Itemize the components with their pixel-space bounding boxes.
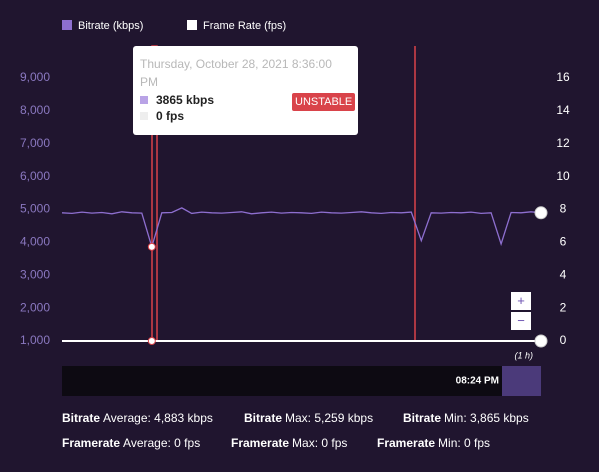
stat-label: Framerate [377,436,436,450]
stat: Bitrate Max: 5,259 kbps [244,411,373,425]
stat: Framerate Max: 0 fps [231,436,347,450]
zoom-out[interactable]: − [511,312,531,330]
stat: Bitrate Average: 4,883 kbps [62,411,213,425]
legend-swatch [62,20,72,30]
stat-label: Bitrate [244,411,283,425]
stat-value: Max: 5,259 kbps [285,411,374,425]
legend-label[interactable]: Bitrate (kbps) [78,20,143,32]
y2-tick-label: 10 [556,169,570,183]
stat: Bitrate Min: 3,865 kbps [403,411,529,425]
tooltip: Thursday, October 28, 2021 8:36:00 PM 38… [133,46,358,135]
stat-label: Framerate [231,436,290,450]
tooltip-item: 3865 kbps [156,93,215,107]
y-tick-label: 2,000 [20,300,50,314]
y2-tick-label: 0 [560,333,567,347]
y-tick-label: 3,000 [20,267,50,281]
legend-label[interactable]: Frame Rate (fps) [203,20,286,32]
y-tick-label: 4,000 [20,235,50,249]
y-tick-label: 7,000 [20,136,50,150]
status-badge: UNSTABLE [292,93,356,111]
y2-tick-label: 12 [556,136,570,150]
navigator-selection[interactable] [502,366,541,396]
stat-label: Bitrate [403,411,442,425]
y2-tick-label: 6 [560,235,567,249]
end-marker [534,334,548,348]
y-tick-label: 8,000 [20,103,50,117]
end-marker [534,206,548,220]
tooltip-date: Thursday, October 28, 2021 8:36:00 PM [140,57,332,89]
y-tick-label: 1,000 [20,333,50,347]
y2-tick-label: 4 [560,267,567,281]
navigator-range: (1 h) [514,350,533,360]
y2-tick-label: 2 [560,300,567,314]
stat-value: Max: 0 fps [292,436,348,450]
stat-value: Average: 0 fps [123,436,201,450]
stat-value: Min: 0 fps [438,436,491,450]
navigator[interactable] [62,366,541,396]
stat-label: Framerate [62,436,121,450]
y2-tick-label: 14 [556,103,570,117]
y-tick-label: 5,000 [20,202,50,216]
hover-marker [147,337,156,345]
y2-tick-label: 16 [556,70,570,84]
y-tick-label: 9,000 [20,70,50,84]
legend-swatch [187,20,197,30]
navigator-time: 08:24 PM [456,376,499,387]
stat-value: Min: 3,865 kbps [444,411,529,425]
hover-marker [147,242,156,251]
zoom-in[interactable]: + [511,292,531,310]
stat: Framerate Average: 0 fps [62,436,200,450]
y2-tick-label: 8 [560,202,567,216]
stat: Framerate Min: 0 fps [377,436,490,450]
stat-label: Bitrate [62,411,101,425]
stat-value: Average: 4,883 kbps [103,411,213,425]
series-line [61,207,542,250]
tooltip-item: 0 fps [156,109,185,123]
y-tick-label: 6,000 [20,169,50,183]
